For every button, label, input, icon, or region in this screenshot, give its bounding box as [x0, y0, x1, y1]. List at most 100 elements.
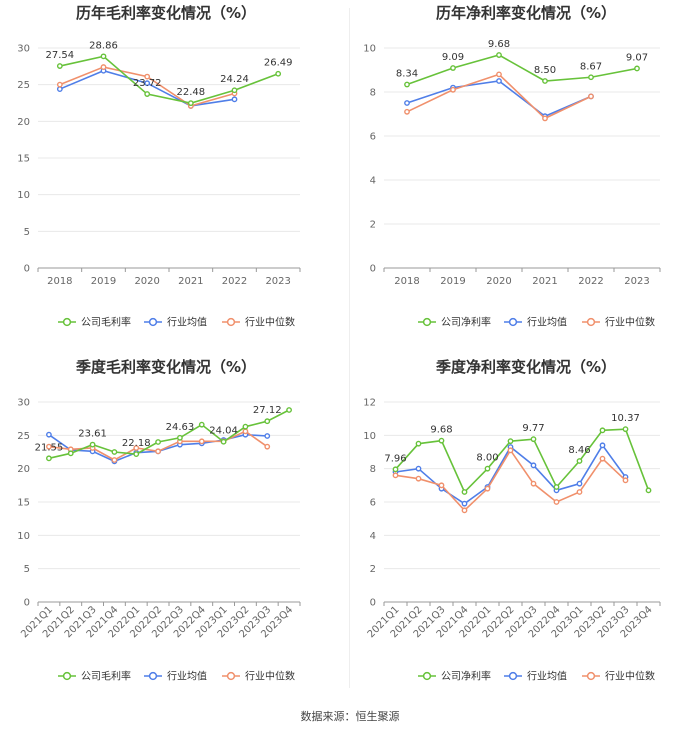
data-point — [133, 445, 140, 451]
legend-label: 行业均值 — [527, 670, 567, 683]
data-point — [46, 431, 52, 438]
data-label: 7.96 — [384, 453, 406, 464]
chart-title: 历年毛利率变化情况（%） — [76, 4, 256, 22]
x-tick-label: 2023 — [624, 276, 649, 287]
data-label: 9.68 — [488, 39, 510, 50]
x-tick-label: 2022 — [222, 276, 247, 287]
data-point — [392, 472, 399, 479]
data-label: 21.55 — [35, 442, 64, 453]
data-point — [588, 93, 594, 100]
data-point — [144, 80, 151, 87]
legend-label: 行业均值 — [527, 316, 567, 329]
y-tick-label: 6 — [370, 498, 376, 509]
data-point — [496, 78, 502, 84]
y-tick-label: 15 — [17, 498, 30, 509]
y-tick-label: 5 — [24, 227, 30, 238]
data-point — [89, 441, 96, 448]
data-label: 24.24 — [220, 74, 249, 85]
data-point — [530, 480, 537, 487]
data-point — [231, 87, 238, 94]
y-tick-label: 25 — [17, 431, 30, 442]
data-point — [576, 480, 583, 487]
legend-marker — [62, 671, 72, 681]
data-point — [415, 475, 422, 482]
data-label: 27.12 — [253, 405, 282, 416]
data-label: 9.77 — [522, 423, 544, 434]
data-point — [542, 78, 548, 84]
legend-label: 行业中位数 — [245, 670, 295, 683]
x-tick-label: 2019 — [440, 276, 465, 287]
y-tick-label: 4 — [370, 531, 376, 542]
series-line — [395, 448, 627, 512]
data-label: 9.09 — [442, 52, 464, 63]
y-tick-label: 12 — [363, 398, 376, 409]
data-point — [622, 426, 629, 433]
data-point — [530, 462, 537, 469]
legend-label: 行业中位数 — [245, 316, 295, 329]
data-point — [599, 455, 606, 462]
data-point — [220, 438, 227, 445]
legend-label: 行业中位数 — [605, 316, 655, 329]
y-tick-label: 4 — [370, 176, 376, 187]
data-point — [404, 81, 410, 88]
y-tick-label: 10 — [363, 44, 376, 55]
y-tick-label: 2 — [370, 564, 376, 575]
legend-marker — [226, 671, 236, 681]
data-point — [144, 91, 151, 97]
legend-label: 公司净利率 — [441, 670, 491, 683]
data-point — [553, 499, 560, 505]
chart-divider — [349, 8, 350, 688]
legend-marker — [508, 671, 518, 681]
data-point — [177, 434, 183, 441]
data-label: 22.48 — [177, 87, 206, 98]
data-point — [286, 407, 292, 413]
legend-marker — [148, 317, 158, 327]
legend-label: 行业均值 — [167, 670, 207, 683]
x-tick-label: 2020 — [134, 276, 159, 287]
data-point — [231, 96, 238, 103]
series-line — [48, 409, 290, 460]
legend-marker — [226, 317, 236, 327]
y-tick-label: 0 — [24, 264, 30, 275]
data-label: 24.04 — [209, 426, 238, 437]
y-tick-label: 0 — [370, 264, 376, 275]
x-tick-label: 2018 — [47, 276, 72, 287]
legend-label: 公司净利率 — [441, 316, 491, 329]
data-point — [111, 457, 118, 463]
data-label: 23.72 — [133, 78, 162, 89]
data-point — [187, 100, 194, 107]
data-point — [622, 477, 629, 484]
data-point — [634, 65, 640, 72]
y-tick-label: 20 — [17, 117, 30, 128]
y-tick-label: 5 — [24, 564, 30, 575]
data-point — [100, 53, 107, 60]
data-point — [542, 115, 548, 122]
quarterly-gross-margin-chart: 季度毛利率变化情况（%）0510152025302021Q12021Q22021… — [17, 358, 301, 683]
x-tick-label: 2022 — [578, 276, 603, 287]
quarterly-net-margin-chart: 季度净利率变化情况（%）0246810122021Q12021Q22021Q32… — [363, 358, 661, 683]
data-point — [392, 466, 399, 473]
y-tick-label: 30 — [17, 44, 30, 55]
legend-marker — [586, 317, 596, 327]
data-point — [56, 63, 63, 69]
data-point — [275, 70, 282, 77]
y-tick-label: 0 — [370, 598, 376, 609]
data-point — [438, 437, 445, 444]
data-point — [507, 438, 514, 445]
chart-title: 季度净利率变化情况（%） — [436, 358, 616, 376]
data-label: 27.54 — [46, 50, 75, 61]
data-label: 26.49 — [264, 58, 293, 69]
data-point — [496, 52, 502, 58]
y-tick-label: 10 — [363, 431, 376, 442]
data-point — [438, 482, 445, 489]
data-label: 23.61 — [78, 429, 107, 440]
x-tick-label: 2019 — [91, 276, 116, 287]
data-label: 8.67 — [580, 61, 602, 72]
y-tick-label: 8 — [370, 464, 376, 475]
data-point — [46, 455, 52, 462]
data-point — [264, 433, 271, 439]
data-point — [404, 100, 410, 106]
data-point — [46, 443, 52, 450]
data-source: 数据来源：恒生聚源 — [300, 710, 400, 723]
